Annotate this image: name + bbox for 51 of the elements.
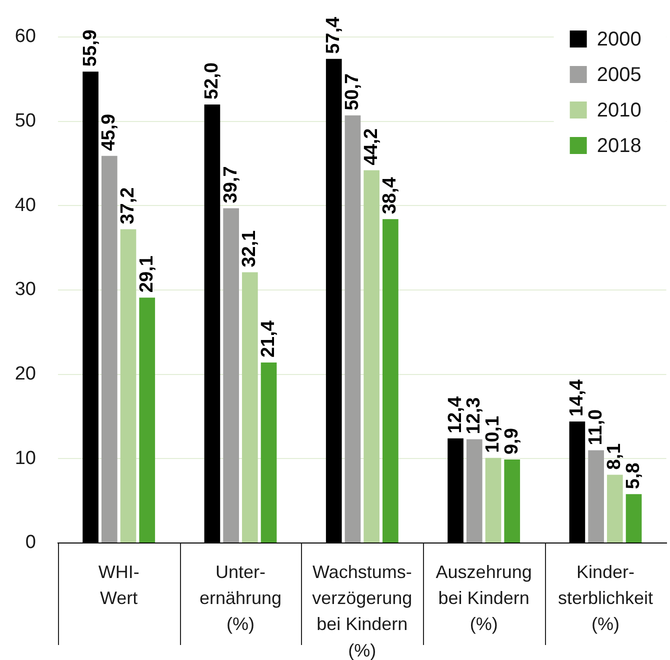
data-label: 55,9	[80, 30, 101, 67]
bar	[120, 229, 136, 542]
data-label: 45,9	[98, 114, 120, 151]
data-label: 9,9	[501, 428, 522, 455]
data-label: 12,3	[464, 397, 485, 434]
y-tick-label: 0	[25, 532, 36, 554]
y-tick-label: 40	[14, 194, 36, 216]
data-label: 57,4	[323, 16, 344, 54]
y-tick-label: 50	[14, 110, 36, 132]
legend-label: 2005	[596, 64, 642, 86]
bar	[606, 474, 623, 542]
bar	[242, 272, 258, 542]
data-label: 52,0	[201, 62, 222, 100]
bar	[466, 439, 482, 542]
y-tick-label: 60	[14, 26, 36, 48]
data-label: 8,1	[604, 442, 626, 470]
data-label: 37,2	[117, 187, 138, 224]
bar	[101, 156, 118, 542]
bar	[626, 494, 642, 542]
bar	[485, 458, 502, 542]
legend-label: 2010	[596, 100, 642, 122]
x-tick-label: Unter- ernährung (%)	[199, 562, 282, 634]
data-label: 12,4	[444, 396, 466, 434]
data-label: 39,7	[220, 166, 242, 204]
data-label: 14,4	[566, 379, 588, 417]
y-tick-label: 10	[14, 448, 36, 469]
data-label: 11,0	[585, 409, 606, 446]
bar	[223, 208, 239, 542]
legend-label: 2000	[596, 28, 642, 51]
x-tick-label: Auszehrung bei Kindern (%)	[436, 562, 532, 634]
y-tick-label: 30	[14, 279, 36, 300]
bar	[588, 450, 604, 542]
data-label: 32,1	[239, 230, 260, 268]
data-label: 10,1	[482, 415, 504, 453]
bar	[382, 219, 398, 542]
data-label: 5,8	[623, 462, 644, 490]
bar	[344, 115, 361, 542]
bar	[139, 298, 156, 542]
y-tick-label: 20	[14, 364, 36, 385]
legend-label: 2018	[596, 135, 642, 158]
data-label: 38,4	[380, 176, 401, 214]
data-label: 29,1	[136, 255, 158, 293]
bar	[504, 460, 520, 542]
data-label: 44,2	[360, 128, 382, 166]
x-tick-label: Wachstums- verzögerung bei Kindern (%)	[312, 562, 412, 660]
x-tick-label: WHI- Wert	[98, 562, 140, 608]
bar	[364, 170, 380, 542]
bar	[260, 362, 277, 542]
x-tick-label: Kinder- sterblichkeit (%)	[558, 562, 654, 634]
data-label: 50,7	[342, 73, 363, 110]
data-label: 21,4	[258, 320, 280, 358]
